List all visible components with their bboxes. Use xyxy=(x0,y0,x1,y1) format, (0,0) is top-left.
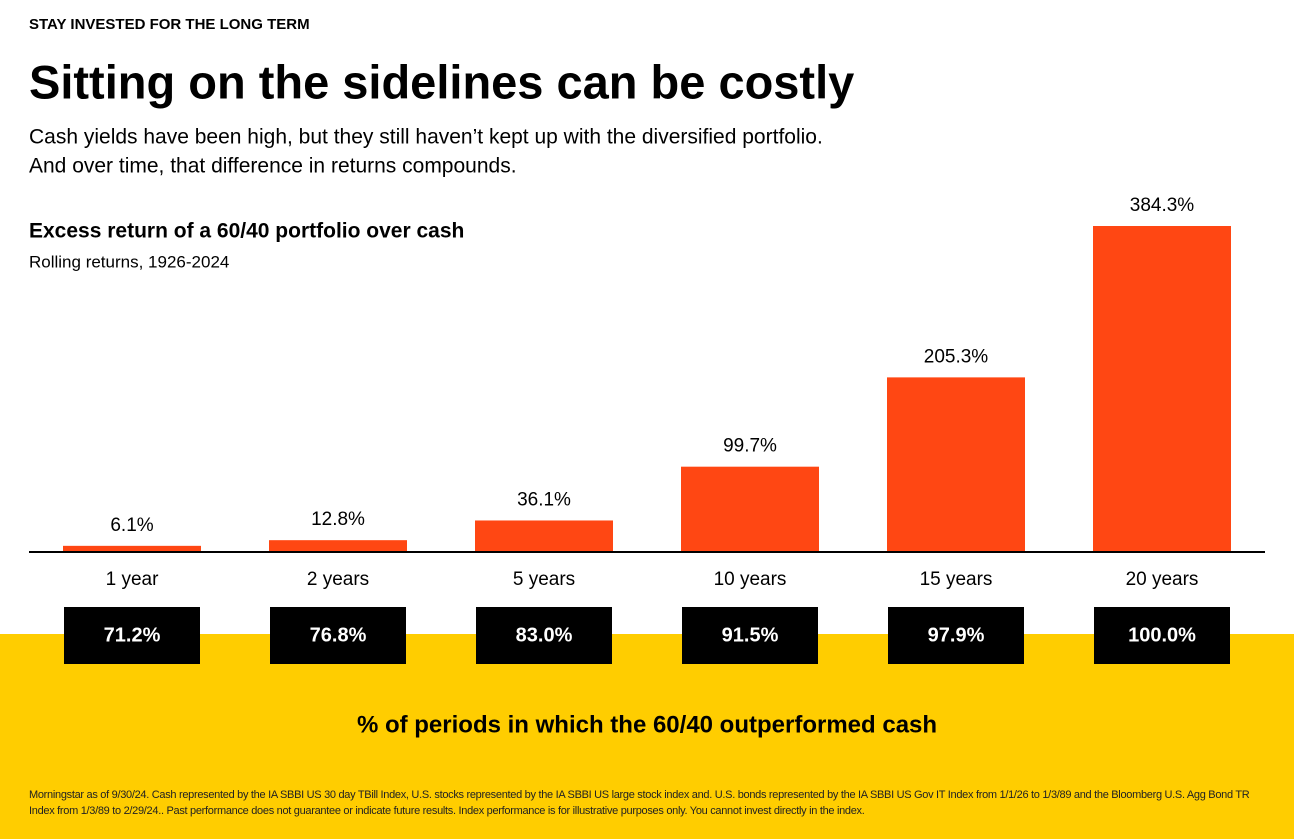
x-tick-label: 1 year xyxy=(106,569,159,590)
x-tick-label: 2 years xyxy=(307,569,369,590)
footnote: Morningstar as of 9/30/24. Cash represen… xyxy=(29,789,1250,817)
outperformance-box xyxy=(476,607,612,664)
value-label: 205.3% xyxy=(924,346,989,367)
title: Sitting on the sidelines can be costly xyxy=(29,55,854,108)
outperformance-label: 91.5% xyxy=(722,624,779,646)
bar xyxy=(681,466,819,551)
kicker: STAY INVESTED FOR THE LONG TERM xyxy=(29,16,310,33)
outperformance-title: % of periods in which the 60/40 outperfo… xyxy=(357,711,937,738)
x-tick-label: 20 years xyxy=(1126,569,1199,590)
outperformance-label: 100.0% xyxy=(1128,624,1196,646)
outperformance-box xyxy=(270,607,406,664)
outperformance-box xyxy=(1094,607,1230,664)
bar xyxy=(63,545,201,551)
bar xyxy=(1093,226,1231,551)
outperformance-label: 76.8% xyxy=(310,624,367,646)
subtitle: And over time, that difference in return… xyxy=(29,155,517,178)
x-tick-label: 15 years xyxy=(920,569,993,590)
outperformance-label: 83.0% xyxy=(516,624,573,646)
outperformance-box xyxy=(64,607,200,664)
value-label: 12.8% xyxy=(311,509,365,530)
subtitle: Cash yields have been high, but they sti… xyxy=(29,126,823,149)
x-tick-label: 5 years xyxy=(513,569,575,590)
bar xyxy=(887,377,1025,551)
outperformance-box xyxy=(888,607,1024,664)
outperformance-box xyxy=(682,607,818,664)
bar xyxy=(269,540,407,551)
outperformance-label: 71.2% xyxy=(104,624,161,646)
value-label: 36.1% xyxy=(517,489,571,510)
bar xyxy=(475,520,613,551)
value-label: 99.7% xyxy=(723,436,777,457)
chart-title: Excess return of a 60/40 portfolio over … xyxy=(29,220,464,243)
chart-subtitle: Rolling returns, 1926-2024 xyxy=(29,252,229,271)
value-label: 384.3% xyxy=(1130,195,1195,216)
x-tick-label: 10 years xyxy=(714,569,787,590)
yellow-panel xyxy=(0,634,1294,839)
outperformance-label: 97.9% xyxy=(928,624,985,646)
value-label: 6.1% xyxy=(110,515,153,536)
